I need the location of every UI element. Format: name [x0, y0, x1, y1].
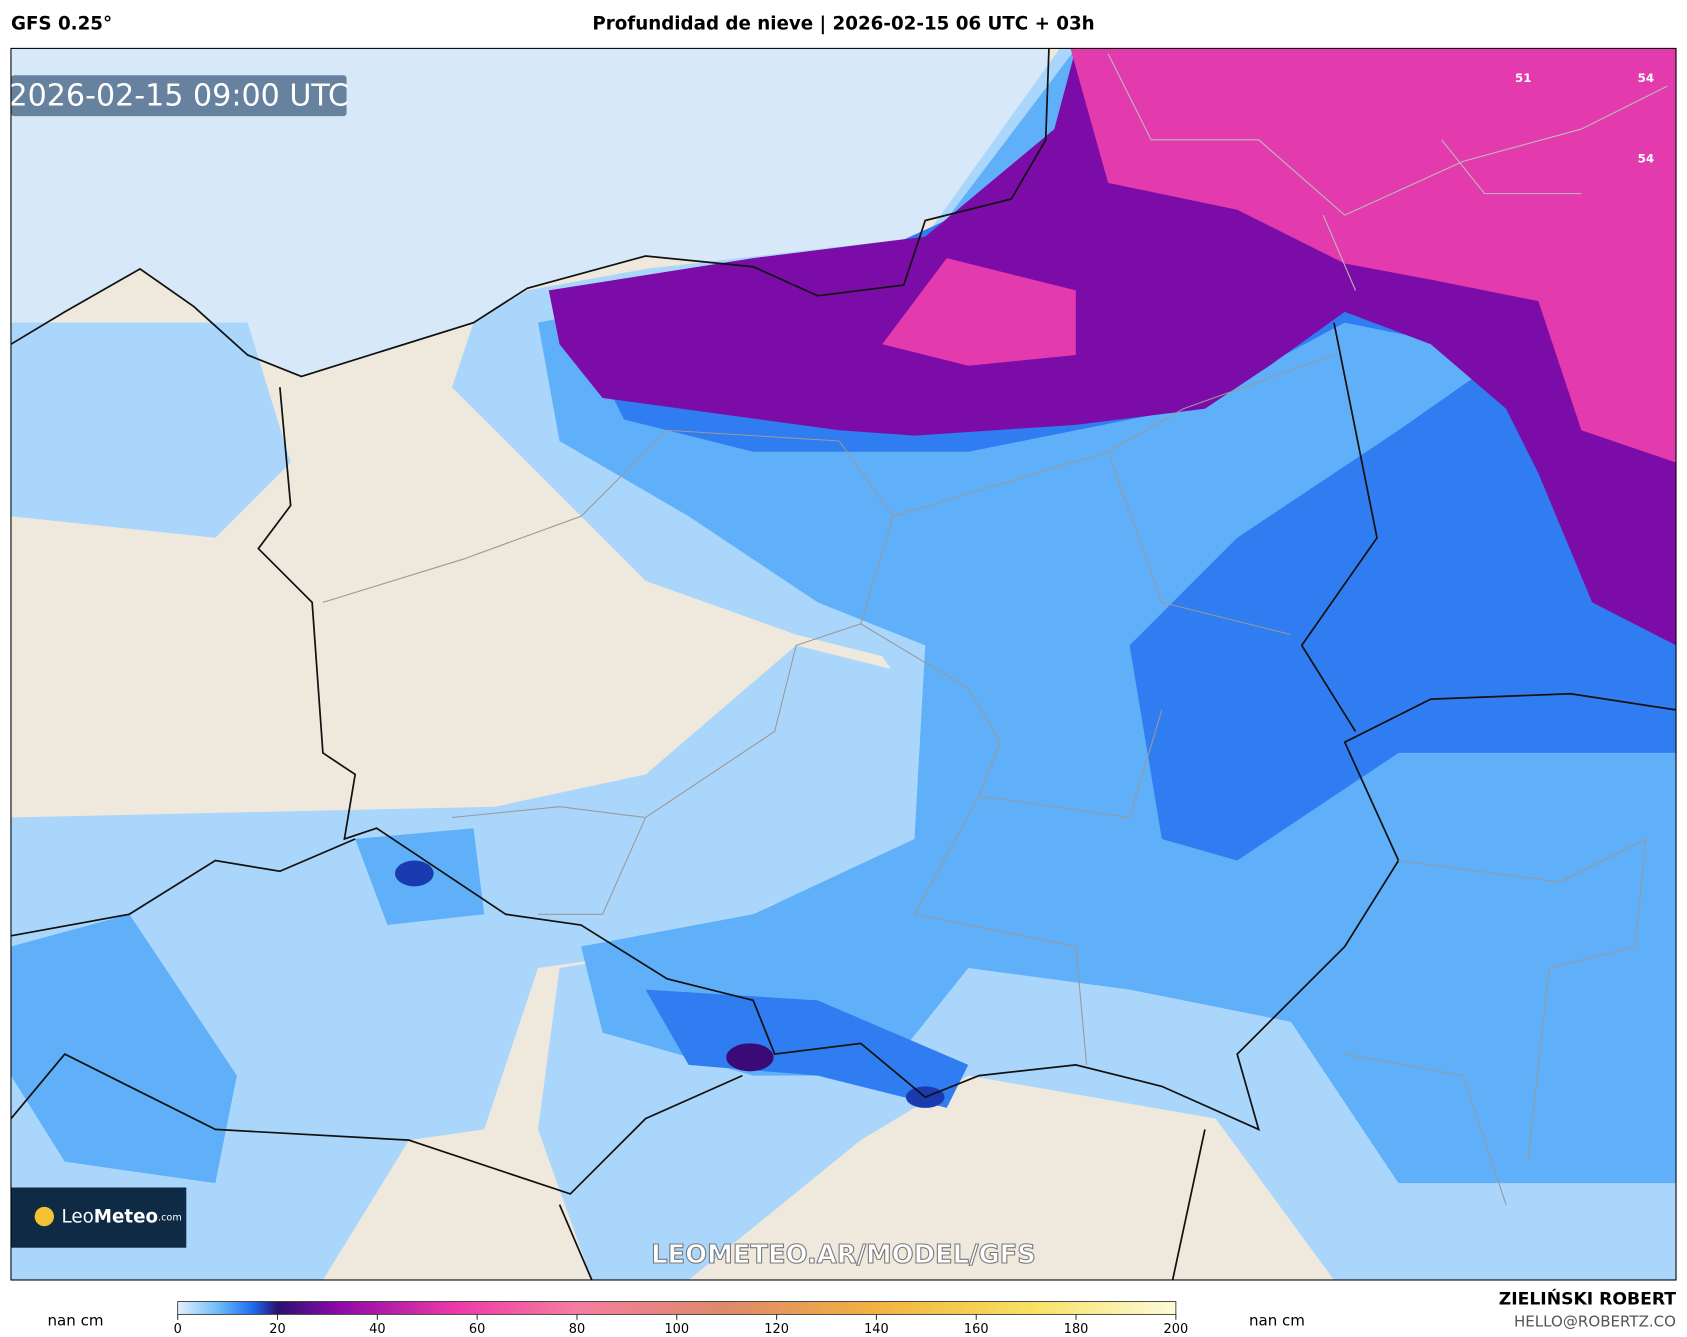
author: ZIELIŃSKI ROBERT	[1499, 1287, 1677, 1309]
colorbar-right-label: nan cm	[1249, 1311, 1305, 1329]
timestamp-box	[10, 75, 347, 117]
colorbar-tick-label: 160	[964, 1322, 989, 1337]
timestamp: 2026-02-15 09:00 UTC	[8, 78, 349, 113]
email: HELLO@ROBERTZ.CO	[1514, 1312, 1676, 1330]
colorbar-tick-label: 140	[864, 1322, 889, 1337]
colorbar-tick-label: 0	[174, 1322, 182, 1337]
map-label: 54	[1638, 71, 1654, 85]
snow-spot	[726, 1043, 774, 1072]
logo-text: LeoMeteo.com	[62, 1207, 182, 1228]
snow-spot	[394, 860, 434, 887]
map-title: Profundidad de nieve | 2026-02-15 06 UTC…	[592, 14, 1094, 35]
colorbar-tick-label: 60	[469, 1322, 485, 1337]
map-frame	[10, 47, 1677, 1281]
model-label: GFS 0.25°	[11, 14, 112, 35]
colorbar-tick-label: 100	[664, 1322, 689, 1337]
colorbar-tick-label: 120	[764, 1322, 789, 1337]
logo-name: Leo	[62, 1207, 94, 1228]
logo-suffix: .com	[158, 1213, 182, 1224]
colorbar-left-label: nan cm	[47, 1311, 103, 1329]
colorbar-tick-label: 200	[1164, 1322, 1189, 1337]
region-lines	[322, 354, 1647, 1205]
map-area: 2026-02-15 09:00 UTC LEOMETEO.AR/MODEL/G…	[8, 48, 1677, 1280]
colorbar	[177, 1301, 1177, 1315]
snow-magenta	[882, 48, 1677, 463]
colorbar-tick-label: 180	[1064, 1322, 1089, 1337]
colorbar-ticks: 0 20 40 60 80 100 120 140 160 180 200	[174, 1314, 1189, 1337]
logo-sun	[34, 1206, 54, 1227]
sea	[10, 48, 1049, 377]
map-label: 51	[1515, 71, 1531, 85]
border	[10, 322, 1677, 1280]
colorbar-tick-label: 40	[369, 1322, 385, 1337]
region-lines-north	[1107, 53, 1668, 291]
watermark: LEOMETEO.AR/MODEL/GFS	[651, 1240, 1036, 1270]
colorbar-tick-label: 20	[269, 1322, 285, 1337]
colorbar-tick-label: 80	[569, 1322, 585, 1337]
logo-name-bold: Meteo	[94, 1207, 158, 1228]
map-label: 54	[1638, 152, 1654, 166]
coastline	[10, 48, 1050, 378]
